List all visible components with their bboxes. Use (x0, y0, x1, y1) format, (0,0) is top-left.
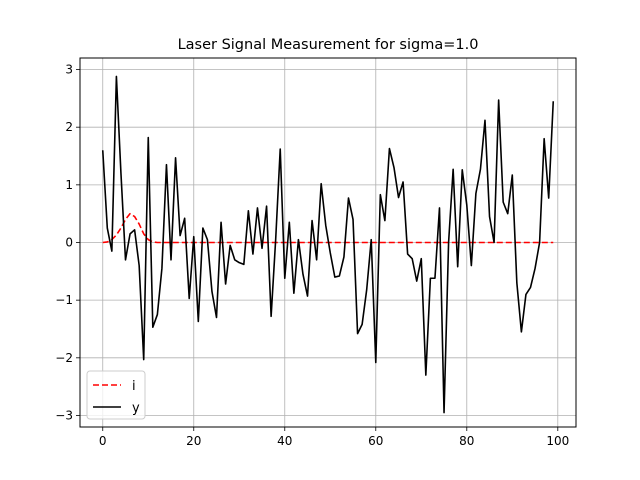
y-tick-label: −3 (55, 408, 73, 422)
legend-label-y: y (132, 401, 140, 416)
x-tick-label: 0 (99, 434, 107, 448)
y-tick-label: −1 (55, 293, 73, 307)
axis-ticks: 0 20 40 60 80 100 −3 −2 −1 0 1 2 3 (55, 63, 569, 448)
plot-series (101, 75, 555, 414)
series-line-y (101, 75, 555, 414)
legend: i y (86, 370, 146, 420)
chart-title: Laser Signal Measurement for sigma=1.0 (178, 37, 479, 53)
x-tick-label: 20 (186, 434, 201, 448)
y-tick-label: −2 (55, 351, 73, 365)
legend-label-i: i (132, 379, 136, 394)
x-tick-label: 100 (546, 434, 569, 448)
y-tick-label: 0 (65, 236, 73, 250)
y-tick-label: 3 (65, 63, 73, 77)
x-tick-label: 60 (368, 434, 383, 448)
x-tick-label: 40 (277, 434, 292, 448)
y-tick-label: 1 (65, 178, 73, 192)
x-tick-label: 80 (459, 434, 474, 448)
y-tick-label: 2 (65, 120, 73, 134)
